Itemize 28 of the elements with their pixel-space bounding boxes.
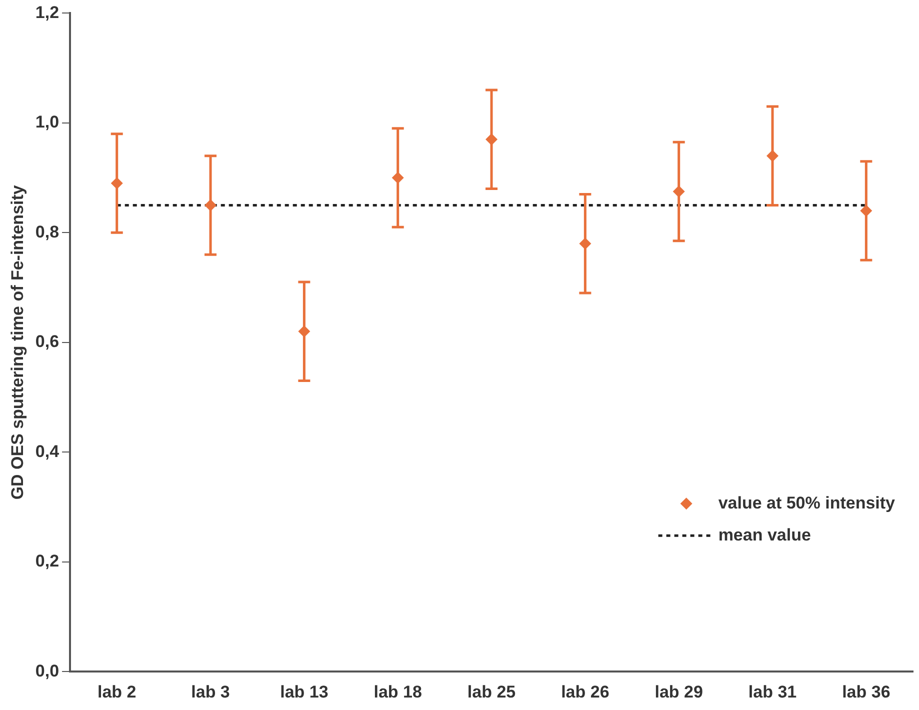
- x-tick-label: lab 31: [748, 682, 797, 702]
- x-tick-label: lab 29: [654, 682, 703, 702]
- x-tick-label: lab 26: [561, 682, 610, 702]
- x-tick-label: lab 25: [467, 682, 516, 702]
- point: [579, 238, 592, 250]
- point: [486, 133, 498, 146]
- x-tick-label: lab 18: [374, 682, 422, 702]
- y-tick-label: 1,0: [35, 112, 60, 132]
- point: [204, 199, 217, 212]
- y-tick-label: 0,4: [35, 442, 60, 461]
- y-tick-label: 0,2: [35, 552, 60, 571]
- point: [392, 172, 404, 184]
- point: [860, 204, 872, 217]
- y-axis-title: GD OES sputtering time of Fe-intensity: [8, 184, 27, 500]
- x-tick-label: lab 36: [842, 682, 890, 702]
- point: [766, 150, 779, 162]
- x-tick-label: lab 3: [191, 682, 230, 702]
- legend-label: value at 50% intensity: [718, 493, 896, 512]
- y-tick-label: 0,8: [35, 222, 60, 242]
- x-tick-label: lab 2: [97, 682, 136, 702]
- x-tick-label: lab 13: [280, 682, 328, 702]
- legend-label: mean value: [718, 525, 811, 544]
- point: [298, 325, 310, 338]
- y-tick-label: 1,2: [35, 2, 60, 22]
- y-tick-label: 0,0: [35, 661, 60, 680]
- point: [110, 177, 123, 190]
- y-tick-label: 0,6: [35, 332, 60, 352]
- point: [672, 186, 685, 198]
